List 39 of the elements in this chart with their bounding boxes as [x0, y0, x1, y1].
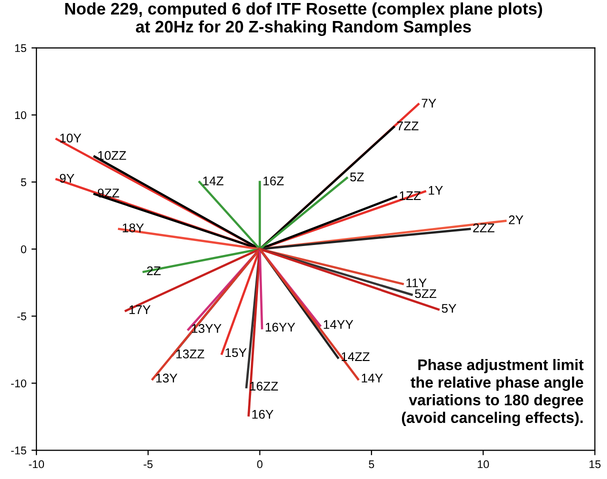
series-label: 16Z — [264, 176, 284, 186]
series-label: 17Y — [130, 305, 151, 314]
series-label: 18Y — [122, 223, 144, 232]
series-label: 2ZZ — [473, 223, 494, 232]
series-label: 14YY — [324, 320, 354, 329]
series-label: 5Y — [442, 304, 456, 313]
series-label: 14Z — [203, 176, 224, 186]
x-tick-label: -10 — [28, 460, 44, 468]
series-label: 10Y — [60, 134, 82, 142]
y-tick-label: 15 — [15, 44, 26, 52]
y-tick-label: 10 — [15, 111, 26, 120]
y-tick-label: -15 — [11, 446, 26, 454]
series-label: 16Y — [252, 410, 274, 419]
y-tick-label: -5 — [17, 312, 26, 320]
series-label: 7ZZ — [397, 122, 418, 130]
y-tick-label: -10 — [11, 379, 26, 388]
x-tick-label: 5 — [368, 460, 374, 468]
y-tick-label: 5 — [20, 178, 26, 186]
series-label: 14ZZ — [342, 352, 370, 361]
x-tick-label: 15 — [590, 460, 601, 468]
series-label: 1Y — [428, 186, 443, 195]
series-label: 5ZZ — [414, 289, 436, 298]
x-tick-label: 0 — [257, 460, 262, 468]
series-label: 2Y — [508, 215, 524, 224]
chart-title: Node 229, computed 6 dof ITF Rosette (complex plane plots) at 20Hz for 20 Z-shaking Random Samples — [65, 2, 542, 36]
series-label: 9Y — [60, 174, 74, 183]
series-label: 13Y — [156, 374, 178, 383]
annotation: Phase adjustment limit the relative phase angle variations to 180 degree (avoid canceling effects). — [402, 358, 584, 426]
series-label: 13ZZ — [176, 350, 204, 358]
series-label: 11Y — [406, 278, 427, 288]
series-label: 5Z — [350, 172, 364, 182]
series-label: 7Y — [422, 98, 436, 108]
series-label: 10ZZ — [98, 151, 126, 160]
x-tick-label: 10 — [478, 460, 489, 468]
series-label: 14Y — [362, 374, 383, 382]
series-label: 15Y — [226, 348, 247, 358]
x-tick-label: -5 — [144, 460, 153, 468]
y-tick-label: 0 — [20, 245, 26, 254]
series-label: 16YY — [266, 322, 296, 332]
